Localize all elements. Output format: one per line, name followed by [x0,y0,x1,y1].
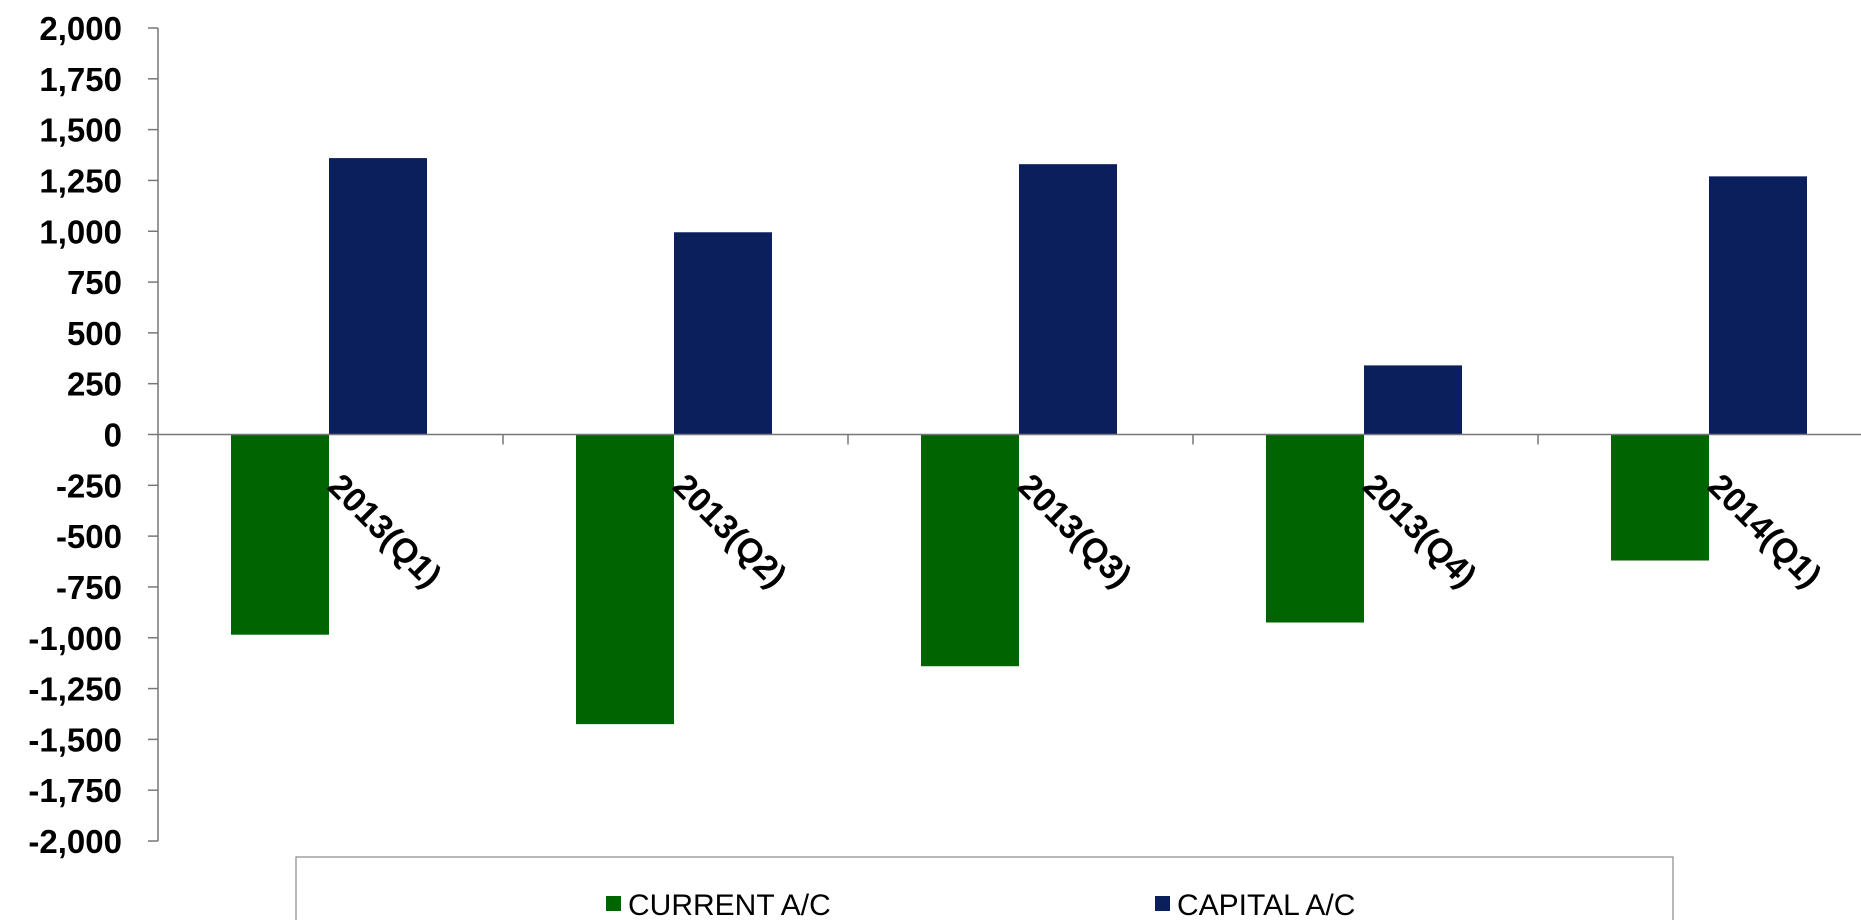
legend-swatch-current [606,896,621,911]
y-tick-label: 750 [67,264,122,301]
x-tick-label: 2014(Q1) [1700,467,1828,595]
legend: CURRENT A/C CAPITAL A/C [295,856,1674,920]
legend-box [295,856,1674,920]
legend-label-capital: CAPITAL A/C [1177,889,1355,920]
bar-capital-1 [329,158,427,435]
y-tick-label: 1,000 [39,213,122,250]
y-tick-label: 1,500 [39,112,122,149]
bar-current-5 [1611,434,1709,561]
y-tick-label: -1,000 [28,620,122,657]
y-tick-label: -1,750 [28,772,122,809]
y-tick-label: -750 [56,569,122,606]
x-tick-label: 2013(Q4) [1355,467,1483,595]
bar-current-3 [921,434,1019,667]
y-tick-label: -1,250 [28,671,122,708]
y-tick-label: 1,250 [39,162,122,199]
bar-capital-3 [1019,164,1117,435]
bar-capital-2 [674,232,772,435]
bar-current-2 [576,434,674,725]
bars-group [231,158,1807,725]
legend-swatch-capital [1155,896,1170,911]
y-axis-ticks: 2,000 1,750 1,500 1,250 1,000 750 500 250 0 -250 -… [28,10,158,860]
y-tick-label: 2,000 [39,10,122,47]
bar-current-4 [1266,434,1364,623]
bar-capital-4 [1364,365,1462,435]
x-tick-label: 2013(Q1) [320,467,448,595]
y-tick-label: -2,000 [28,823,122,860]
y-tick-label: -500 [56,518,122,555]
y-tick-label: -1,500 [28,721,122,758]
y-tick-label: 0 [104,417,122,454]
y-tick-label: 250 [67,366,122,403]
x-tick-label: 2013(Q2) [665,467,793,595]
x-axis-labels: 2013(Q1) 2013(Q2) 2013(Q3) 2013(Q4) 2014(Q1) [320,467,1828,595]
y-tick-label: 1,750 [39,61,122,98]
y-tick-label: 500 [67,315,122,352]
bar-capital-5 [1709,176,1807,435]
bar-current-1 [231,434,329,635]
legend-label-current: CURRENT A/C [628,889,831,920]
x-tick-label: 2013(Q3) [1010,467,1138,595]
y-tick-label: -250 [56,467,122,504]
axes-group [157,28,1861,841]
